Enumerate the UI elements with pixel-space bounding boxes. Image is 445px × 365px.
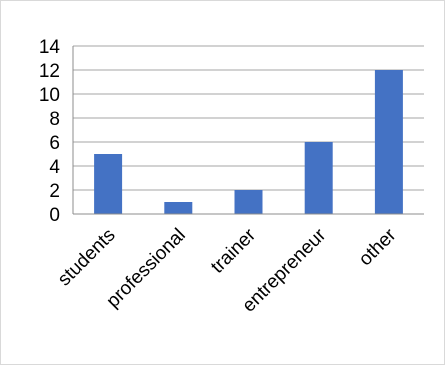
bar-professional [164,202,193,214]
bar-entrepreneur [304,142,333,214]
y-tick-label: 12 [39,61,60,82]
gridlines [73,45,424,191]
bar-trainer [234,190,263,214]
x-category-label: students [54,225,120,291]
bar-students [94,154,123,214]
y-tick-label: 2 [49,181,60,202]
y-tick-label: 8 [49,109,60,130]
x-category-label: other [355,224,401,270]
bar-other [374,70,403,214]
y-tick-label: 4 [49,157,60,178]
axes [72,46,424,215]
y-tick-label: 10 [39,85,60,106]
bars [94,70,403,214]
y-tick-labels: 0 2 4 6 8 10 12 14 [39,37,61,226]
y-tick-label: 0 [49,205,60,226]
y-tick-label: 6 [49,133,60,154]
x-category-label: trainer [207,224,260,277]
y-tick-label: 14 [39,37,61,58]
